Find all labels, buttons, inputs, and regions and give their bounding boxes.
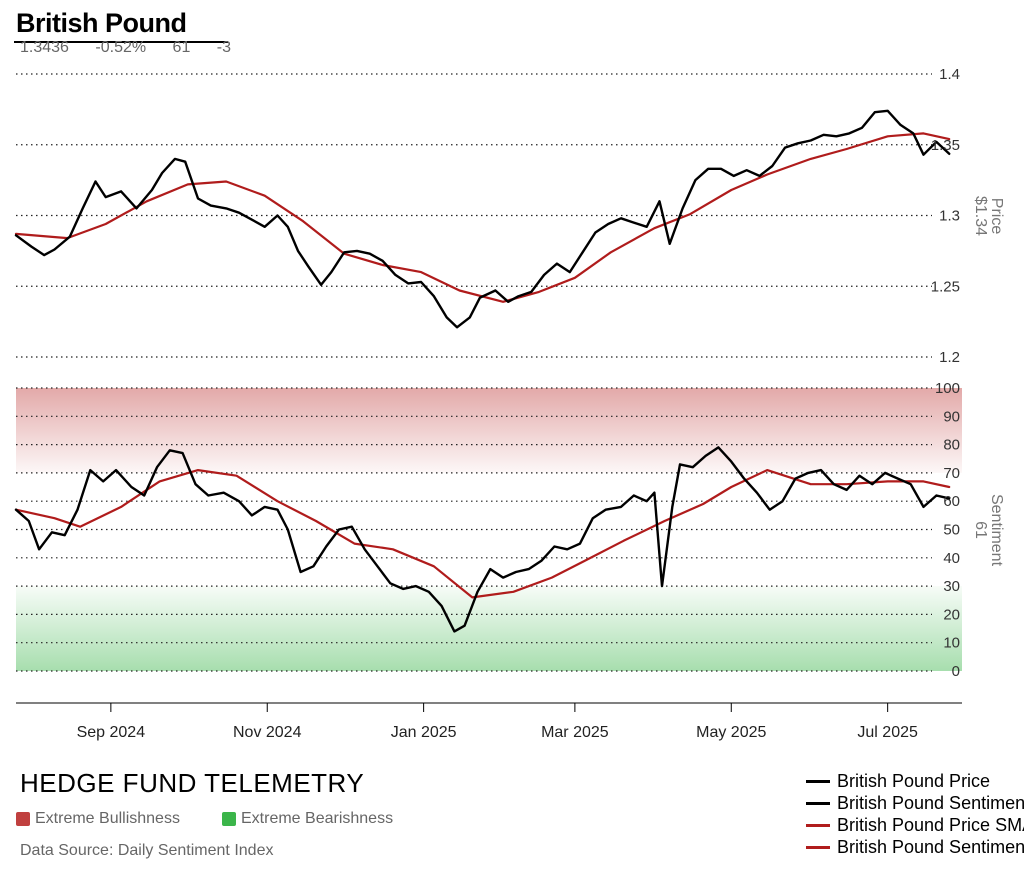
price-british-pound-price-sma-line: [14, 132, 951, 303]
bearish-label: Extreme Bearishness: [241, 810, 394, 827]
legend-label: British Pound Price: [837, 770, 991, 791]
bearish-swatch: [222, 812, 236, 826]
category-bullish: Extreme Bullishness: [16, 810, 180, 828]
series: [14, 109, 951, 633]
price-axis-value: $1.34: [972, 196, 989, 236]
band-extreme-bullishness: [16, 388, 962, 473]
x-tick-label: Jul 2025: [857, 724, 918, 741]
price-y-tick-label: 1.3: [939, 208, 960, 225]
legend-item-price-sma[interactable]: British Pound Price SMA: [806, 814, 1024, 836]
chart-title: British Pound: [16, 8, 187, 38]
legend-swatch: [806, 845, 830, 849]
sentiment-y-tick-label: 0: [952, 663, 960, 680]
x-tick-label: Nov 2024: [233, 724, 302, 741]
legend-label: British Pound Price SMA: [837, 814, 1024, 835]
legend-item-sentiment-sma[interactable]: British Pound Sentiment SMA: [806, 836, 1024, 858]
x-tick-label: May 2025: [696, 724, 766, 741]
sentiment-y-tick-label: 70: [943, 465, 960, 482]
legend-swatch: [806, 801, 830, 805]
legend-label: British Pound Sentiment SMA: [837, 836, 1024, 857]
x-tick-label: Sep 2024: [77, 724, 146, 741]
sentiment-y-tick-label: 80: [943, 437, 960, 454]
price-y-tick-label: 1.35: [931, 137, 960, 154]
bullish-label: Extreme Bullishness: [35, 810, 180, 827]
legend-label: British Pound Sentiment: [837, 792, 1024, 813]
last-sentiment: 61: [172, 39, 191, 56]
tick-labels: 1.2 1.25 1.3 1.35 1.4 0 10 20 30 40 50 60 70 80 90 100 P…: [77, 66, 1005, 741]
sentiment-y-tick-label: 30: [943, 578, 960, 595]
category-bearish: Extreme Bearishness: [222, 810, 393, 828]
sentiment-y-tick-label: 60: [943, 493, 960, 510]
sentiment-y-tick-label: 50: [943, 522, 960, 539]
band-extreme-bearishness: [16, 586, 962, 671]
axes: [16, 702, 962, 712]
legend-item-sentiment[interactable]: British Pound Sentiment: [806, 792, 1024, 814]
chart-legend: British Pound Price British Pound Sentim…: [806, 770, 1024, 858]
price-change: -0.52%: [95, 39, 147, 56]
sentiment-y-tick-label: 20: [943, 606, 960, 623]
legend-swatch: [806, 779, 830, 783]
sentiment-axis-title: Sentiment: [988, 494, 1005, 567]
sentiment-british-pound-sentiment-sma-line: [14, 469, 951, 599]
x-tick-label: Jan 2025: [391, 724, 457, 741]
last-price: 1.3436: [20, 39, 69, 56]
sentiment-y-tick-label: 10: [943, 635, 960, 652]
price-british-pound-price-line: [14, 109, 951, 329]
sentiment-british-pound-sentiment-line: [14, 446, 951, 633]
sentiment-y-tick-label: 90: [943, 408, 960, 425]
x-tick-label: Mar 2025: [541, 724, 609, 741]
price-y-tick-label: 1.2: [939, 349, 960, 366]
sentiment-axis-value: 61: [972, 521, 989, 539]
data-source: Data Source: Daily Sentiment Index: [20, 842, 274, 859]
chart-subtitle: 1.3436 -0.52% 61 -3: [20, 39, 253, 57]
sentiment-change: -3: [216, 39, 232, 56]
price-y-tick-label: 1.4: [939, 66, 960, 83]
bullish-swatch: [16, 812, 30, 826]
legend-swatch: [806, 823, 830, 827]
title-underline: [14, 41, 228, 43]
sentiment-y-tick-label: 100: [935, 380, 960, 397]
sentiment-bands: [16, 388, 962, 671]
legend-item-price[interactable]: British Pound Price: [806, 770, 1024, 792]
sentiment-y-tick-label: 40: [943, 550, 960, 567]
brand-name: HEDGE FUND TELEMETRY: [20, 768, 365, 798]
price-y-tick-label: 1.25: [931, 278, 960, 295]
price-axis-title: Price: [988, 198, 1005, 235]
